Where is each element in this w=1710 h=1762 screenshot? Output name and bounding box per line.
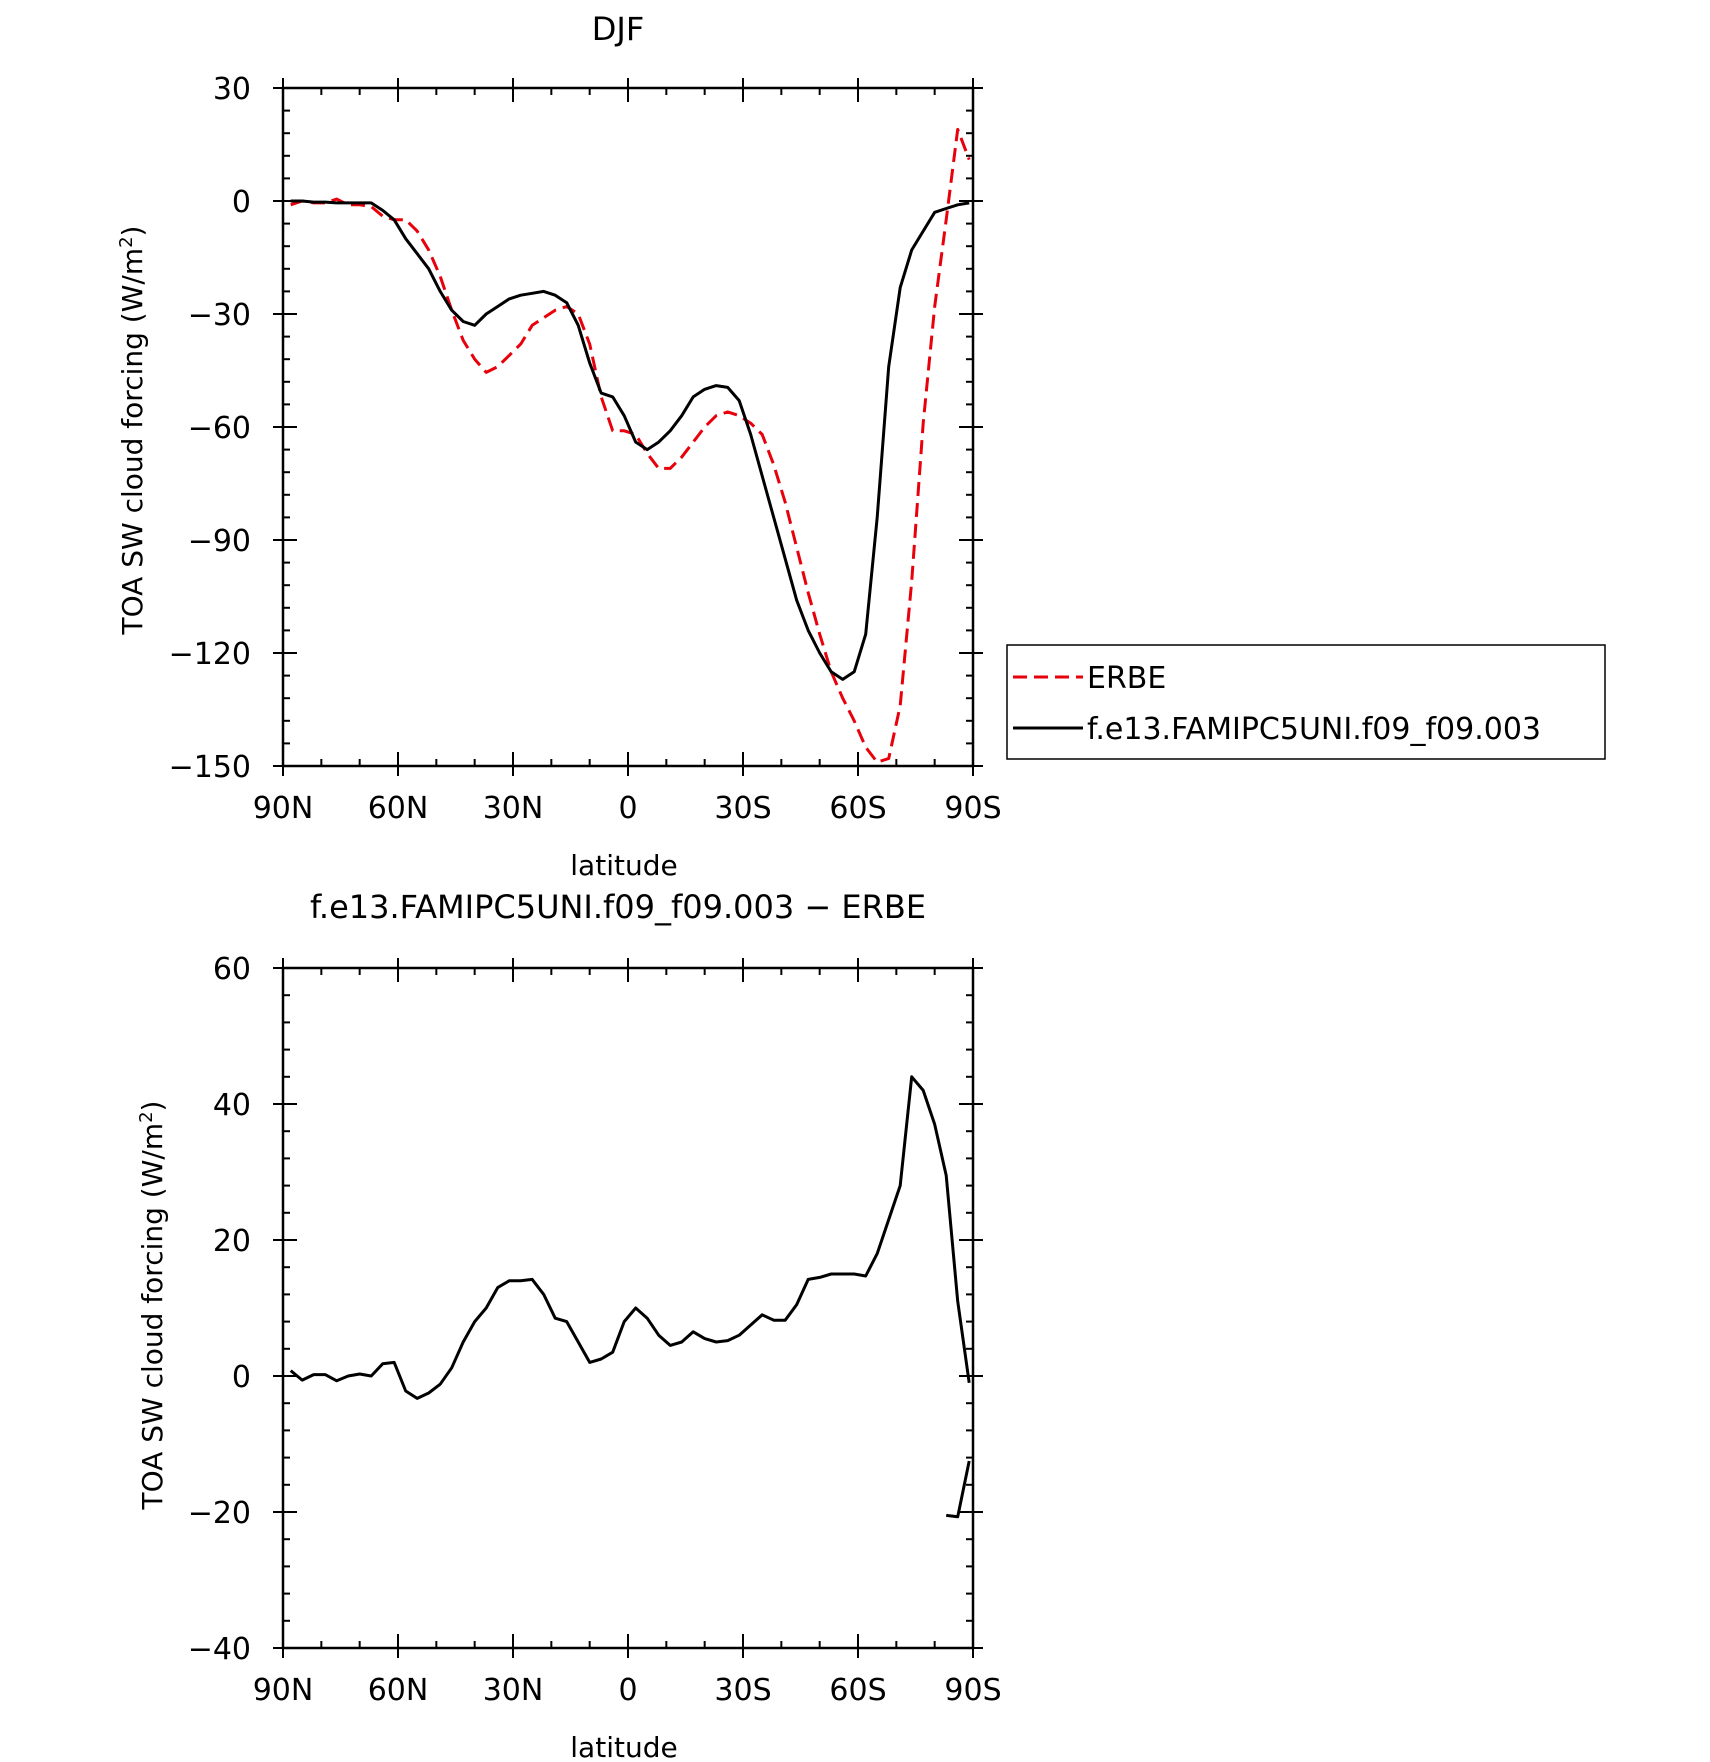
x-tick-label: 30S [714,1673,771,1708]
series-line-erbe [290,127,971,764]
x-tick-labels: 90N 60N 30N 0 30S 60S 90S [253,1673,1002,1708]
y-tick-labels: 60 40 20 0 −20 −40 [188,952,251,1667]
chart-panel-djf: DJF 90N 60N 30N 0 30S 60S 90S 30 0 −30 −60 −90 −120… [116,10,1606,882]
y-tick-label: −30 [188,298,251,333]
series-line-difference-1 [946,1460,971,1519]
chart-title: DJF [592,10,644,48]
y-axis-label-main: TOA SW cloud forcing (W/m [116,248,149,636]
y-tick-label: 30 [213,72,251,107]
y-tick-label: 0 [232,1360,251,1395]
legend-label-erbe: ERBE [1087,661,1166,696]
series-lines [289,1075,971,1519]
y-tick-labels: 30 0 −30 −60 −90 −120 −150 [169,72,251,785]
x-tick-label: 60S [829,791,886,826]
series-line-difference-0 [289,1075,971,1400]
x-tick-labels: 90N 60N 30N 0 30S 60S 90S [253,791,1002,826]
x-tick-label: 0 [618,1673,637,1708]
y-tick-label: −60 [188,411,251,446]
x-tick-label: 60S [829,1673,886,1708]
x-axis-label: latitude [570,849,677,882]
x-tick-label: 90N [253,791,314,826]
x-tick-label: 60N [368,1673,429,1708]
x-tick-label: 90S [944,1673,1001,1708]
y-tick-label: −150 [169,750,251,785]
x-tick-label: 90N [253,1673,314,1708]
y-tick-label: −40 [188,1632,251,1667]
y-tick-label: −20 [188,1496,251,1531]
y-axis-label-tail: ) [116,226,149,237]
series-line-f-e13-famipc5uni-f09-f09-003 [290,199,970,681]
chart-panel-difference: f.e13.FAMIPC5UNI.f09_f09.003 − ERBE 90N 6… [136,888,1002,1762]
y-tick-label: 60 [213,952,251,987]
y-axis-label-main: TOA SW cloud forcing (W/m [136,1123,169,1511]
legend-box [1006,644,1606,760]
series-lines [290,127,971,764]
chart-title: f.e13.FAMIPC5UNI.f09_f09.003 − ERBE [310,888,926,926]
y-tick-label: 0 [232,185,251,220]
x-axis-label: latitude [570,1731,677,1762]
x-tick-label: 30S [714,791,771,826]
x-tick-label: 90S [944,791,1001,826]
y-axis-label: TOA SW cloud forcing (W/m2) [116,226,149,636]
y-tick-label: 40 [213,1088,251,1123]
x-tick-label: 0 [618,791,637,826]
y-axis-label: TOA SW cloud forcing (W/m2) [136,1101,169,1511]
legend: ERBE f.e13.FAMIPC5UNI.f09_f09.003 [1006,644,1606,760]
axis-ticks [273,78,983,776]
x-tick-label: 60N [368,791,429,826]
y-axis-label-tail: ) [136,1101,169,1112]
y-axis-label-superscript: 2 [136,1111,157,1122]
legend-label-model: f.e13.FAMIPC5UNI.f09_f09.003 [1087,712,1541,747]
x-tick-label: 30N [483,791,544,826]
x-tick-label: 30N [483,1673,544,1708]
y-tick-label: −120 [169,637,251,672]
plot-frame [281,966,975,1650]
y-tick-label: 20 [213,1224,251,1259]
axis-ticks [273,958,983,1658]
y-axis-label-superscript: 2 [116,236,137,247]
y-tick-label: −90 [188,524,251,559]
